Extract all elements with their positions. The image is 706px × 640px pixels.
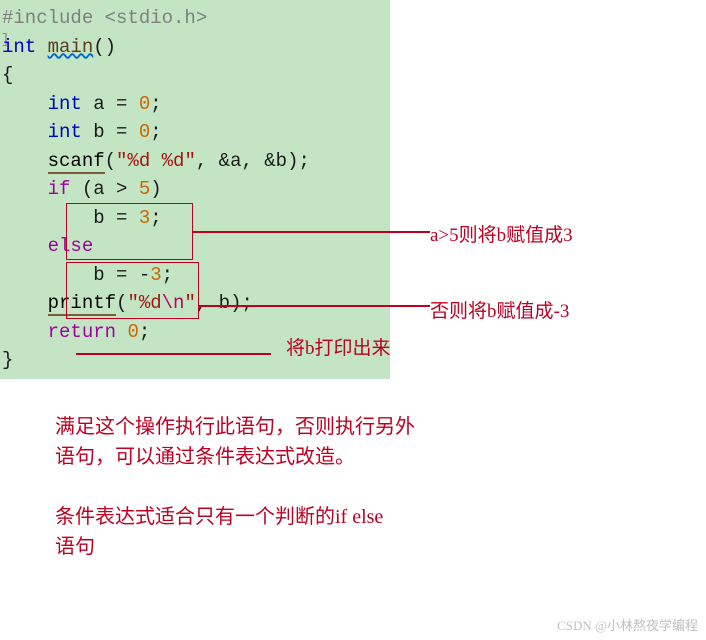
line-if: if (a > 5) <box>2 175 388 204</box>
line-else: else <box>2 232 388 261</box>
line-include: #include <stdio.h> <box>2 4 388 33</box>
explanation-1-line1: 满足这个操作执行此语句，否则执行另外 <box>55 412 651 442</box>
connector-line-1 <box>193 231 430 233</box>
printf-underline <box>76 353 271 355</box>
annotation-if: a>5则将b赋值成3 <box>430 220 573 247</box>
annotation-else: 否则将b赋值成-3 <box>430 296 569 323</box>
explanation-1: 满足这个操作执行此语句，否则执行另外 语句，可以通过条件表达式改造。 <box>0 404 706 480</box>
explanation-2-line1: 条件表达式适合只有一个判断的if else <box>55 502 651 532</box>
line-decl-a: int a = 0; <box>2 90 388 119</box>
explanation-1-line2: 语句，可以通过条件表达式改造。 <box>55 442 651 472</box>
code-block: ] #include <stdio.h> int main() { int a … <box>0 0 390 379</box>
preproc-include: #include <stdio.h> <box>2 7 207 29</box>
connector-line-2 <box>199 305 430 307</box>
watermark: CSDN @小林熬夜学编程 <box>557 615 698 634</box>
explanation-2: 条件表达式适合只有一个判断的if else 语句 <box>0 494 706 570</box>
line-decl-b: int b = 0; <box>2 118 388 147</box>
annotation-printf: 将b打印出来 <box>286 333 391 360</box>
line-printf: printf("%d\n", b); <box>2 289 388 318</box>
line-bneg3: b = -3; <box>2 261 388 290</box>
line-b3: b = 3; <box>2 204 388 233</box>
line-main: int main() <box>2 33 388 62</box>
explanation-2-line2: 语句 <box>55 532 651 562</box>
line-scanf: scanf("%d %d", &a, &b); <box>2 147 388 176</box>
line-brace-open: { <box>2 61 388 90</box>
